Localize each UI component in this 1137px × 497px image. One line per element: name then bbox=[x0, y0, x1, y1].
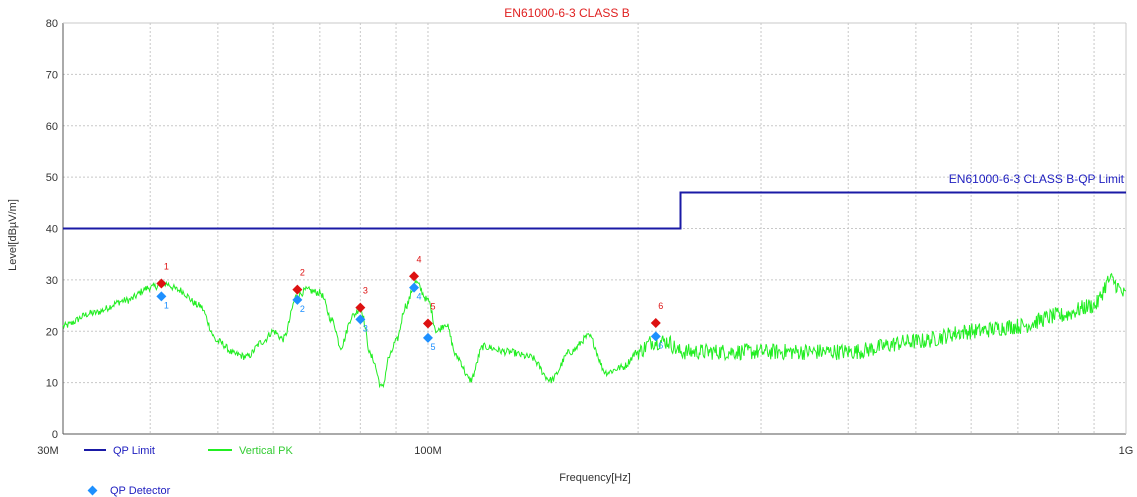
qp-detector-label: 2 bbox=[300, 304, 305, 314]
qp-detector-marker bbox=[422, 332, 433, 343]
axes: 0 10 20 30 40 50 60 70 80 30M 100M 1G bbox=[37, 18, 1133, 457]
qp-detector-label: 4 bbox=[417, 292, 422, 302]
qp-detector-label: 1 bbox=[164, 300, 169, 310]
qp-detector-marker bbox=[292, 294, 303, 305]
pk-peak-marker bbox=[355, 302, 366, 313]
y-tick-label: 70 bbox=[46, 69, 58, 81]
y-tick-label: 0 bbox=[52, 429, 58, 441]
y-tick-label: 30 bbox=[46, 275, 58, 287]
qp-detector-label: 3 bbox=[363, 323, 368, 333]
y-tick-label: 50 bbox=[46, 172, 58, 184]
pk-peak-marker bbox=[409, 271, 420, 282]
legend-qp-label: QP Detector bbox=[110, 485, 171, 497]
qp-detector-label: 6 bbox=[658, 340, 663, 350]
limit-line-label: EN61000-6-3 CLASS B-QP Limit bbox=[949, 172, 1125, 186]
pk-trace-layer bbox=[62, 272, 1126, 389]
pk-peak-label: 5 bbox=[430, 302, 435, 312]
y-tick-label: 80 bbox=[46, 18, 58, 30]
qp-limit-line bbox=[63, 191, 1126, 230]
pk-peak-label: 1 bbox=[164, 261, 169, 271]
y-tick-label: 20 bbox=[46, 326, 58, 338]
pk-peak-label: 4 bbox=[417, 254, 422, 264]
x-axis-label: Frequency[Hz] bbox=[559, 472, 631, 484]
y-tick-label: 60 bbox=[46, 121, 58, 133]
qp-detector-marker bbox=[355, 314, 366, 325]
y-tick-label: 10 bbox=[46, 378, 58, 390]
x-tick-label: 100M bbox=[414, 445, 442, 457]
x-tick-label: 30M bbox=[37, 445, 58, 457]
pk-peak-marker bbox=[156, 278, 167, 289]
legend-pk-label: Vertical PK bbox=[239, 445, 293, 457]
legend-limit-label: QP Limit bbox=[113, 445, 155, 457]
pk-trace-line bbox=[62, 272, 1126, 389]
qp-detector-marker bbox=[156, 291, 167, 302]
y-tick-label: 40 bbox=[46, 224, 58, 236]
y-axis-label: Level[dBµV/m] bbox=[7, 199, 19, 271]
pk-peak-label: 3 bbox=[363, 286, 368, 296]
pk-peak-marker bbox=[422, 318, 433, 329]
qp-detector-marker bbox=[650, 331, 661, 342]
pk-peak-marker bbox=[292, 284, 303, 295]
legend: QP Limit Vertical PK QP Detector bbox=[84, 445, 293, 497]
x-tick-label: 1G bbox=[1119, 445, 1134, 457]
legend-qp-swatch bbox=[87, 485, 98, 496]
qp-detector-label: 5 bbox=[430, 342, 435, 352]
pk-peak-marker bbox=[650, 318, 661, 329]
pk-peak-label: 6 bbox=[658, 301, 663, 311]
limit-line-layer bbox=[63, 191, 1126, 230]
pk-peak-label: 2 bbox=[300, 268, 305, 278]
qp-detector-marker bbox=[409, 282, 420, 293]
chart-title: EN61000-6-3 CLASS B bbox=[504, 6, 629, 20]
